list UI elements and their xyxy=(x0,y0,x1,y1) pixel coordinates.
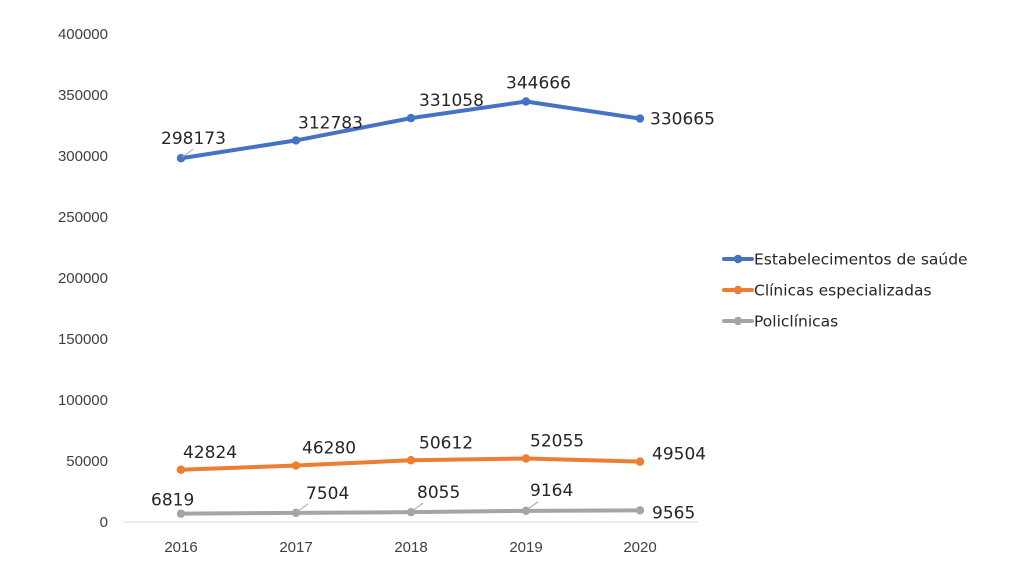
data-label: 298173 xyxy=(161,129,226,149)
y-tick-label: 200000 xyxy=(58,270,108,287)
data-label: 330665 xyxy=(650,110,715,130)
legend-item: Clínicas especializadas xyxy=(722,282,932,300)
data-label: 49504 xyxy=(652,445,706,465)
legend-swatch-marker xyxy=(733,316,743,326)
y-tick-label: 150000 xyxy=(58,331,108,348)
data-point xyxy=(406,456,416,465)
data-label: 52055 xyxy=(530,431,584,451)
x-tick-label: 2019 xyxy=(509,539,542,556)
axes-layer: 0 50000 100000 150000 200000 250000 300000 3500… xyxy=(58,26,698,556)
data-label: 344666 xyxy=(506,74,571,94)
y-tick-label: 250000 xyxy=(58,209,108,226)
data-label: 312783 xyxy=(298,113,363,133)
data-point xyxy=(291,136,301,145)
label-leader-line xyxy=(411,502,424,512)
legend-label: Estabelecimentos de saúde xyxy=(754,251,968,269)
legend-label: Policlínicas xyxy=(754,313,838,331)
data-point xyxy=(176,509,186,518)
data-point xyxy=(521,97,531,106)
legend-label: Clínicas especializadas xyxy=(754,282,932,300)
data-point xyxy=(176,465,186,474)
legend-swatch-marker xyxy=(733,285,743,295)
legend-item: Estabelecimentos de saúde xyxy=(722,251,968,269)
legend-swatch-marker xyxy=(733,254,743,264)
data-label: 42824 xyxy=(183,443,237,463)
x-tick-label: 2016 xyxy=(164,539,197,556)
y-tick-label: 350000 xyxy=(58,87,108,104)
data-label: 331058 xyxy=(419,91,484,111)
data-point xyxy=(635,506,645,515)
y-tick-label: 50000 xyxy=(66,453,108,470)
data-point xyxy=(291,461,301,470)
data-point xyxy=(406,113,416,123)
label-leader-line xyxy=(526,501,539,511)
data-label: 9565 xyxy=(652,503,695,523)
data-point xyxy=(635,457,645,466)
data-label: 8055 xyxy=(417,483,460,503)
y-tick-label: 300000 xyxy=(58,148,108,165)
legend-item: Policlínicas xyxy=(722,313,838,331)
x-tick-label: 2017 xyxy=(279,539,312,556)
data-label: 6819 xyxy=(151,491,194,511)
data-label: 50612 xyxy=(419,433,473,453)
legend: Estabelecimentos de saúde Clínicas especi… xyxy=(722,251,968,331)
data-label: 7504 xyxy=(306,484,349,504)
x-tick-label: 2020 xyxy=(623,539,656,556)
data-point xyxy=(635,114,645,123)
series-line xyxy=(179,99,642,161)
x-tick-label: 2018 xyxy=(394,539,427,556)
y-tick-label: 100000 xyxy=(58,392,108,409)
data-label: 9164 xyxy=(530,481,573,501)
data-label: 46280 xyxy=(302,439,356,459)
y-tick-label: 400000 xyxy=(58,26,108,43)
data-labels-layer: 298173 312783 331058 344666 330665 42824 46280… xyxy=(151,74,715,524)
series-layer xyxy=(176,97,645,518)
y-tick-label: 0 xyxy=(100,514,108,531)
label-leader-line xyxy=(296,503,309,513)
label-leader-line xyxy=(181,148,194,158)
data-point xyxy=(521,454,531,463)
